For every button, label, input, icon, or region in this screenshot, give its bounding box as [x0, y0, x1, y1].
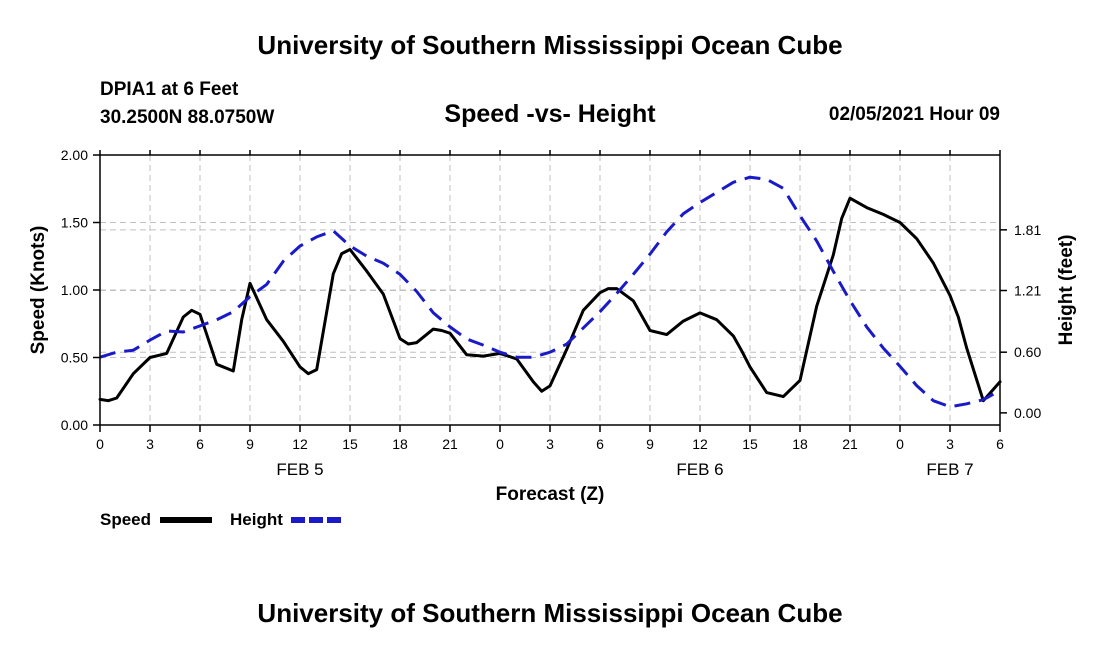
- x-tick-label: 21: [442, 436, 458, 452]
- footer-title: University of Southern Mississippi Ocean…: [257, 598, 843, 628]
- series-layer: [98, 175, 1002, 409]
- x-tick-label: 0: [496, 436, 504, 452]
- day-label: FEB 5: [276, 460, 323, 479]
- day-label: FEB 7: [926, 460, 973, 479]
- x-tick-label: 0: [896, 436, 904, 452]
- y-tick-label: 1.50: [61, 215, 88, 231]
- axes: 0 3 6 9 12 15 18 21 0 3 6 9 12 15 18 21 0 3 6 FEB 5 FEB 6 FEB…: [28, 147, 1077, 505]
- forecast-datetime: 02/05/2021 Hour 09: [828, 104, 1000, 125]
- y-tick-label: 0.50: [61, 350, 88, 366]
- y2-tick-label: 1.81: [1014, 222, 1041, 238]
- x-tick-label: 9: [646, 436, 654, 452]
- x-tick-label: 12: [692, 436, 708, 452]
- y-tick-label: 2.00: [61, 147, 88, 163]
- y-axis-title: Speed (Knots): [28, 226, 49, 355]
- legend: Speed Height: [100, 510, 343, 529]
- legend-height-label: Height: [230, 510, 283, 529]
- x-tick-label: 0: [96, 436, 104, 452]
- x-tick-label: 18: [792, 436, 808, 452]
- y-tick-label: 0.00: [61, 417, 88, 433]
- height-line: [99, 175, 1001, 409]
- page-title: University of Southern Mississippi Ocean…: [257, 30, 843, 60]
- x-tick-label: 21: [842, 436, 858, 452]
- station-coords: 30.2500N 88.0750W: [100, 107, 275, 128]
- x-tick-label: 12: [292, 436, 308, 452]
- x-tick-label: 3: [146, 436, 154, 452]
- y-tick-label: 1.00: [61, 282, 88, 298]
- legend-speed-label: Speed: [100, 510, 151, 529]
- x-tick-label: 9: [246, 436, 254, 452]
- x-tick-label: 3: [546, 436, 554, 452]
- y2-tick-label: 1.21: [1014, 283, 1041, 299]
- x-axis-title: Forecast (Z): [496, 484, 605, 505]
- station-name: DPIA1 at 6 Feet: [100, 79, 239, 100]
- x-tick-label: 18: [392, 436, 408, 452]
- y2-axis-title: Height (feet): [1056, 235, 1077, 346]
- station-info: DPIA1 at 6 Feet 30.2500N 88.0750W: [100, 76, 274, 132]
- x-tick-label: 3: [946, 436, 954, 452]
- x-tick-label: 6: [196, 436, 204, 452]
- x-tick-label: 6: [996, 436, 1004, 452]
- chart-title: Speed -vs- Height: [444, 100, 656, 128]
- x-tick-label: 15: [342, 436, 358, 452]
- speed-line: [98, 196, 1002, 403]
- y2-tick-label: 0.60: [1014, 344, 1041, 360]
- y2-tick-label: 0.00: [1014, 405, 1041, 421]
- x-tick-label: 6: [596, 436, 604, 452]
- day-label: FEB 6: [676, 460, 723, 479]
- x-tick-label: 15: [742, 436, 758, 452]
